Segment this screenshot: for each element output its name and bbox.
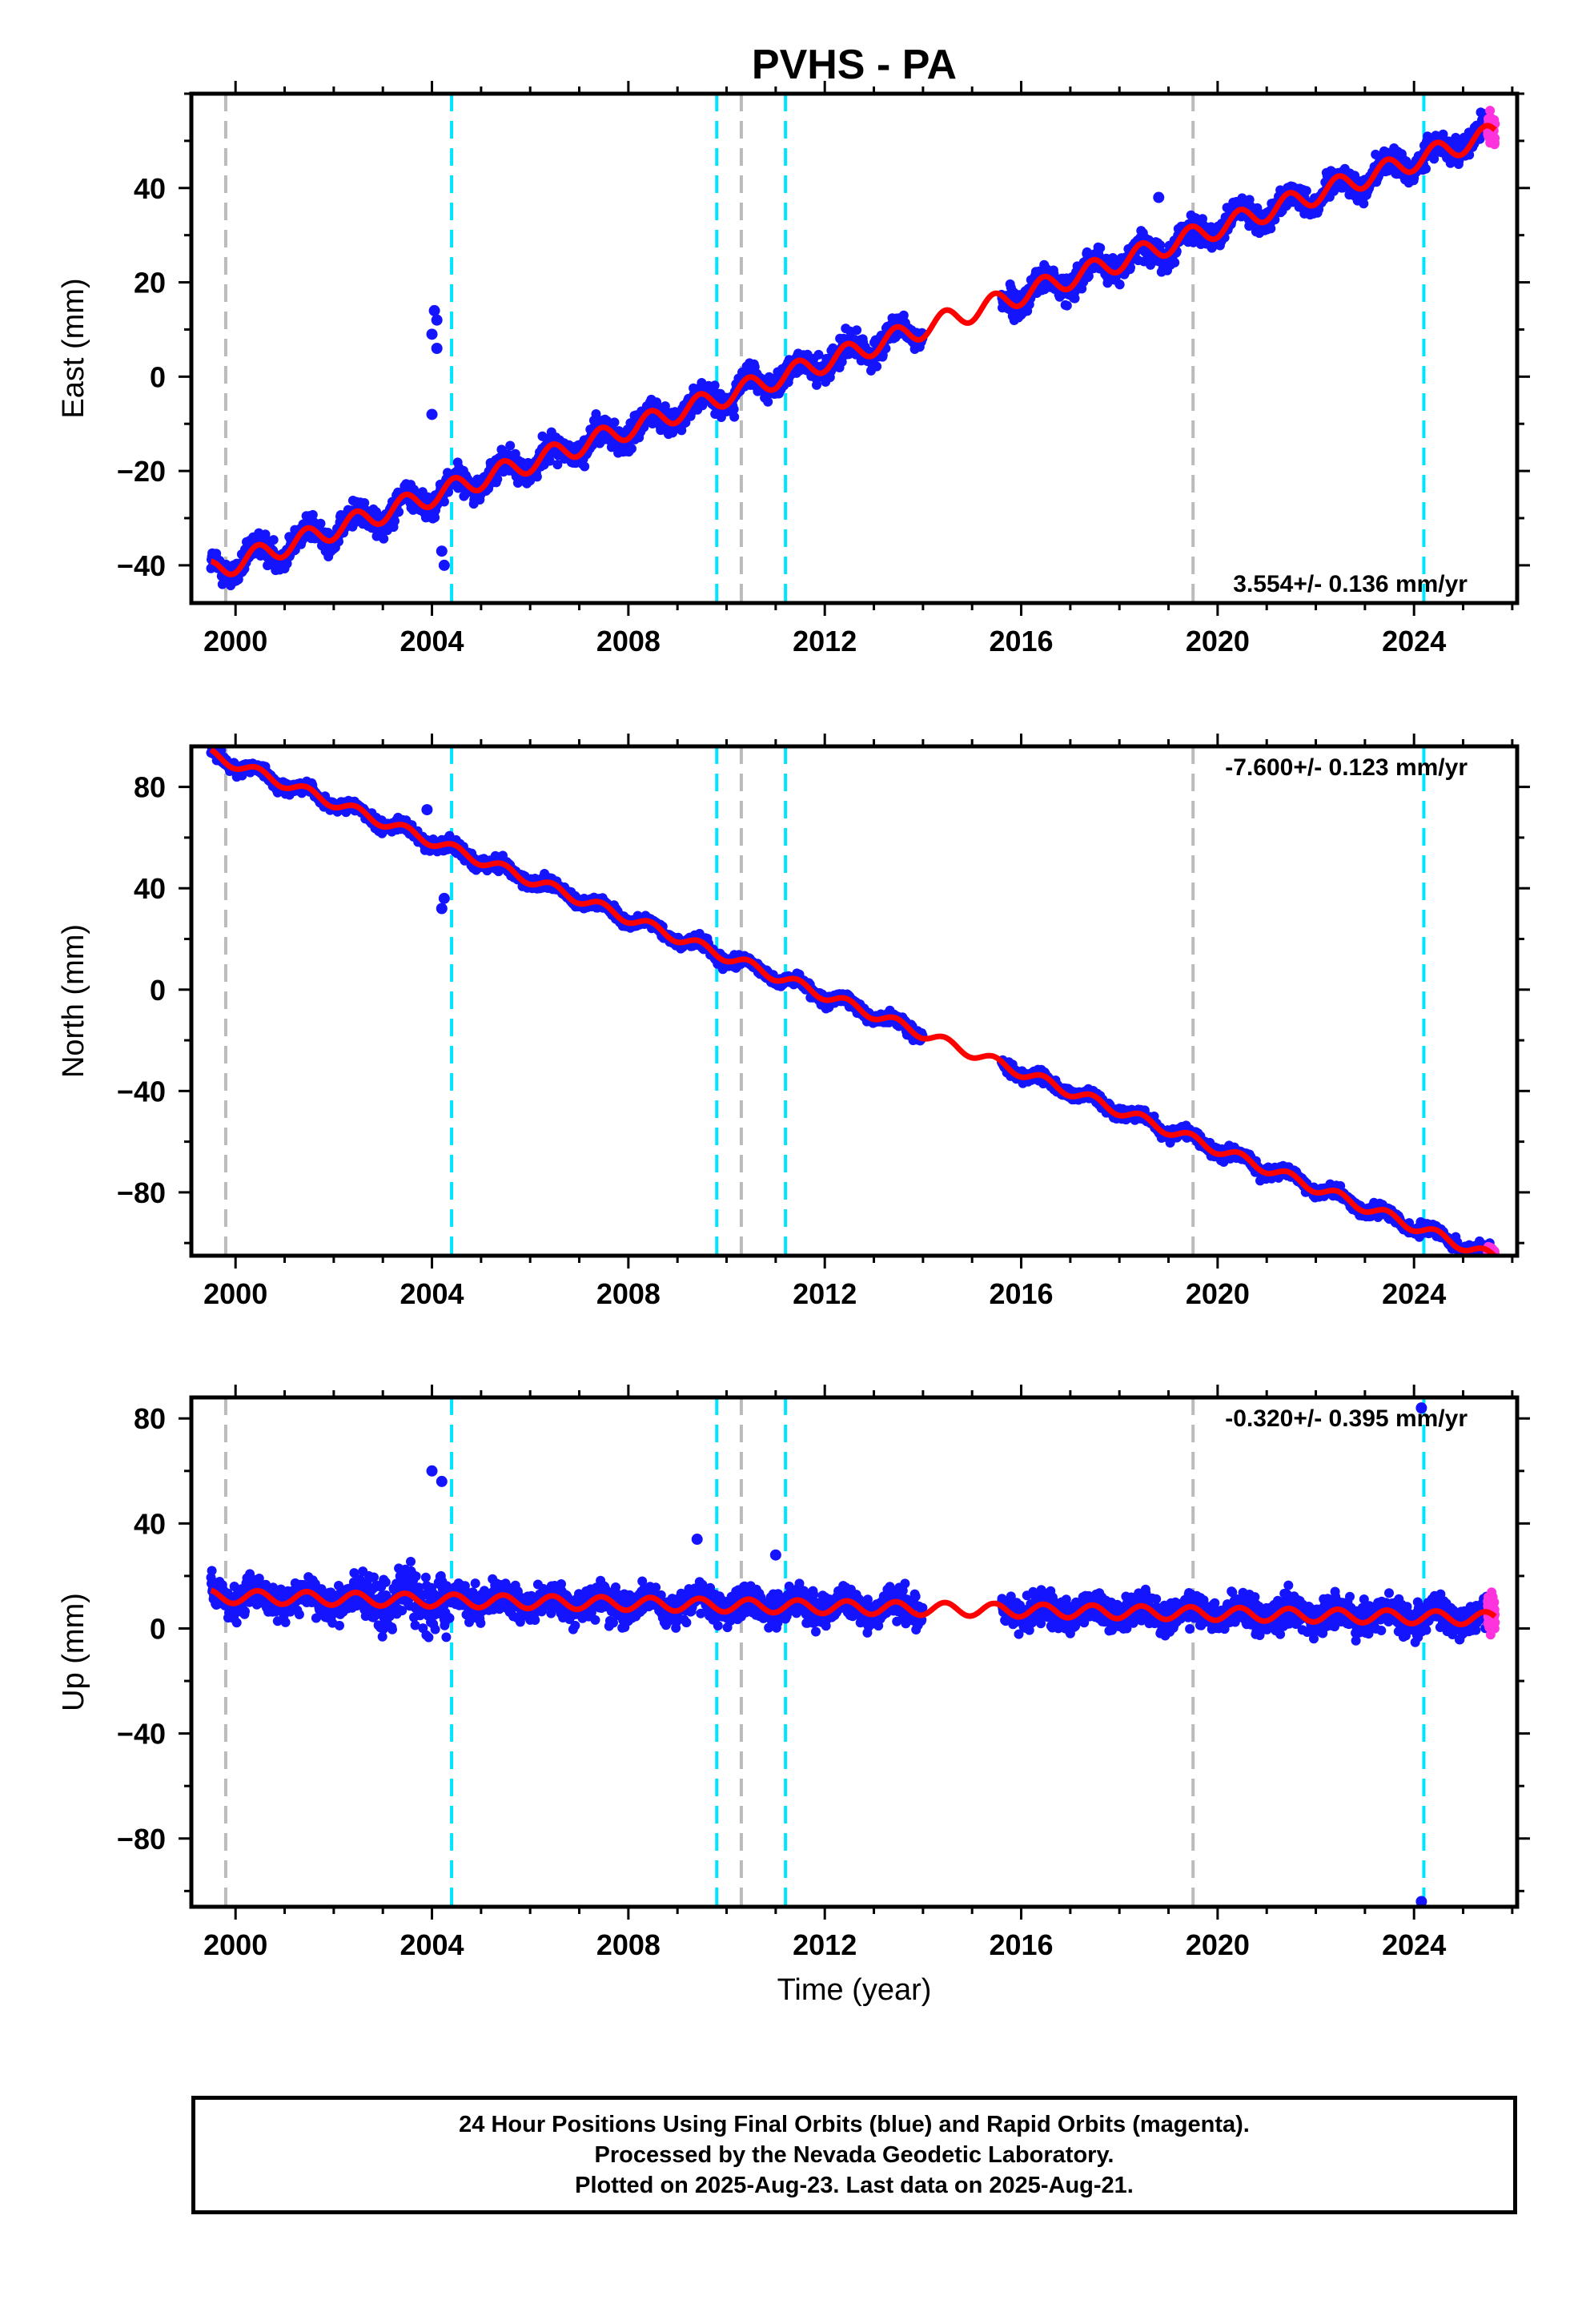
y-tick-label: 20 (134, 267, 166, 300)
x-tick-label: 2024 (1382, 625, 1446, 657)
data-point (1266, 223, 1276, 234)
x-tick-label: 2012 (793, 625, 857, 657)
x-tick-label: 2016 (989, 625, 1053, 657)
east-rate-label: 3.554+/- 0.136 mm/yr (1233, 571, 1468, 597)
y-tick-label: 40 (134, 172, 166, 205)
y-tick-label: −40 (117, 549, 166, 582)
outlier-point (436, 545, 448, 557)
data-point (898, 310, 909, 320)
data-point (709, 380, 720, 391)
data-point (315, 518, 326, 529)
data-point (359, 498, 370, 508)
outlier-point (426, 328, 438, 340)
data-point (609, 417, 620, 428)
outlier-point (426, 408, 438, 420)
north-plot-area (206, 746, 1500, 1256)
data-point (1114, 279, 1125, 290)
data-point (379, 533, 389, 544)
data-point (627, 444, 636, 454)
outlier-point (428, 304, 440, 316)
data-point (390, 516, 400, 526)
data-point (1095, 243, 1106, 253)
x-tick-label: 2004 (400, 625, 464, 657)
data-point (872, 361, 882, 372)
data-point (763, 396, 773, 407)
data-point (729, 412, 740, 422)
east-plot-area (206, 94, 1500, 603)
data-point (1070, 293, 1080, 304)
data-point (505, 440, 516, 451)
y-tick-label: −20 (117, 455, 166, 488)
data-point (1062, 300, 1072, 311)
data-point (430, 513, 440, 523)
data-point (394, 507, 404, 517)
panel-north: 2000 2004 2008 2012 2016 2020 2024−80−4004080N… (57, 734, 1530, 1310)
data-point (660, 401, 670, 412)
data-point (729, 404, 739, 414)
outlier-point (431, 343, 443, 354)
x-tick-label: 2008 (596, 625, 661, 657)
rapid-point (1490, 133, 1500, 143)
figure-title: PVHS - PA (752, 42, 957, 88)
data-point (307, 509, 318, 520)
data-point (544, 456, 555, 466)
data-point (1301, 186, 1311, 196)
data-point (492, 474, 503, 485)
data-point (852, 325, 862, 336)
data-point (552, 460, 563, 470)
east-y-axis-label: East (mm) (57, 278, 90, 418)
outlier-point (431, 314, 443, 326)
panel-east: 2000 2004 2008 2012 2016 2020 2024 −40 −20 0 20 40 E… (57, 81, 1530, 657)
outlier-point (1153, 191, 1165, 203)
east-final-orbit-points (206, 107, 1495, 591)
data-point (1421, 163, 1431, 174)
data-point (813, 349, 824, 360)
data-point (1170, 257, 1180, 267)
data-point (268, 535, 279, 545)
data-point (439, 497, 449, 507)
y-tick-label: 0 (150, 360, 166, 393)
x-tick-label: 2020 (1186, 625, 1250, 657)
x-tick-label: 2000 (203, 625, 267, 657)
data-point (580, 461, 590, 472)
data-point (532, 472, 542, 482)
outlier-point (438, 559, 450, 571)
